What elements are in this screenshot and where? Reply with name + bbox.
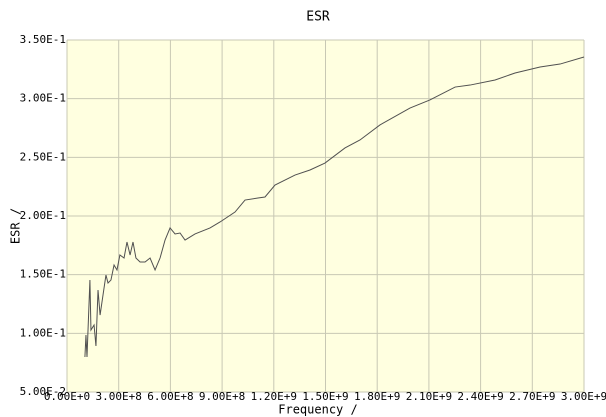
x-tick-label: 2.10E+9: [406, 390, 452, 403]
x-tick-label: 1.50E+9: [302, 390, 348, 403]
y-tick-label: 1.50E-1: [20, 268, 66, 281]
x-tick-label: 2.40E+9: [457, 390, 503, 403]
x-tick-label: 3.00E+9: [561, 390, 606, 403]
x-tick-label: 6.00E+8: [147, 390, 193, 403]
y-axis-label: ESR /: [9, 208, 23, 244]
data-line: [84, 56, 585, 358]
y-tick-label: 1.00E-1: [20, 326, 66, 339]
x-tick-label: 0.00E+0: [44, 390, 90, 403]
y-tick-label: 3.50E-1: [20, 33, 66, 46]
x-tick-label: 3.00E+8: [96, 390, 142, 403]
chart-title: ESR: [306, 10, 330, 25]
x-tick-label: 1.80E+9: [354, 390, 400, 403]
x-axis-label: Frequency /: [278, 403, 357, 417]
y-tick-label: 5.00E-2: [20, 385, 66, 398]
y-tick-label: 3.00E-1: [20, 92, 66, 105]
x-tick-label: 9.00E+8: [199, 390, 245, 403]
y-tick-label: 2.00E-1: [20, 209, 66, 222]
x-tick-label: 2.70E+9: [509, 390, 555, 403]
y-tick-label: 2.50E-1: [20, 150, 66, 163]
x-tick-label: 1.20E+9: [251, 390, 297, 403]
